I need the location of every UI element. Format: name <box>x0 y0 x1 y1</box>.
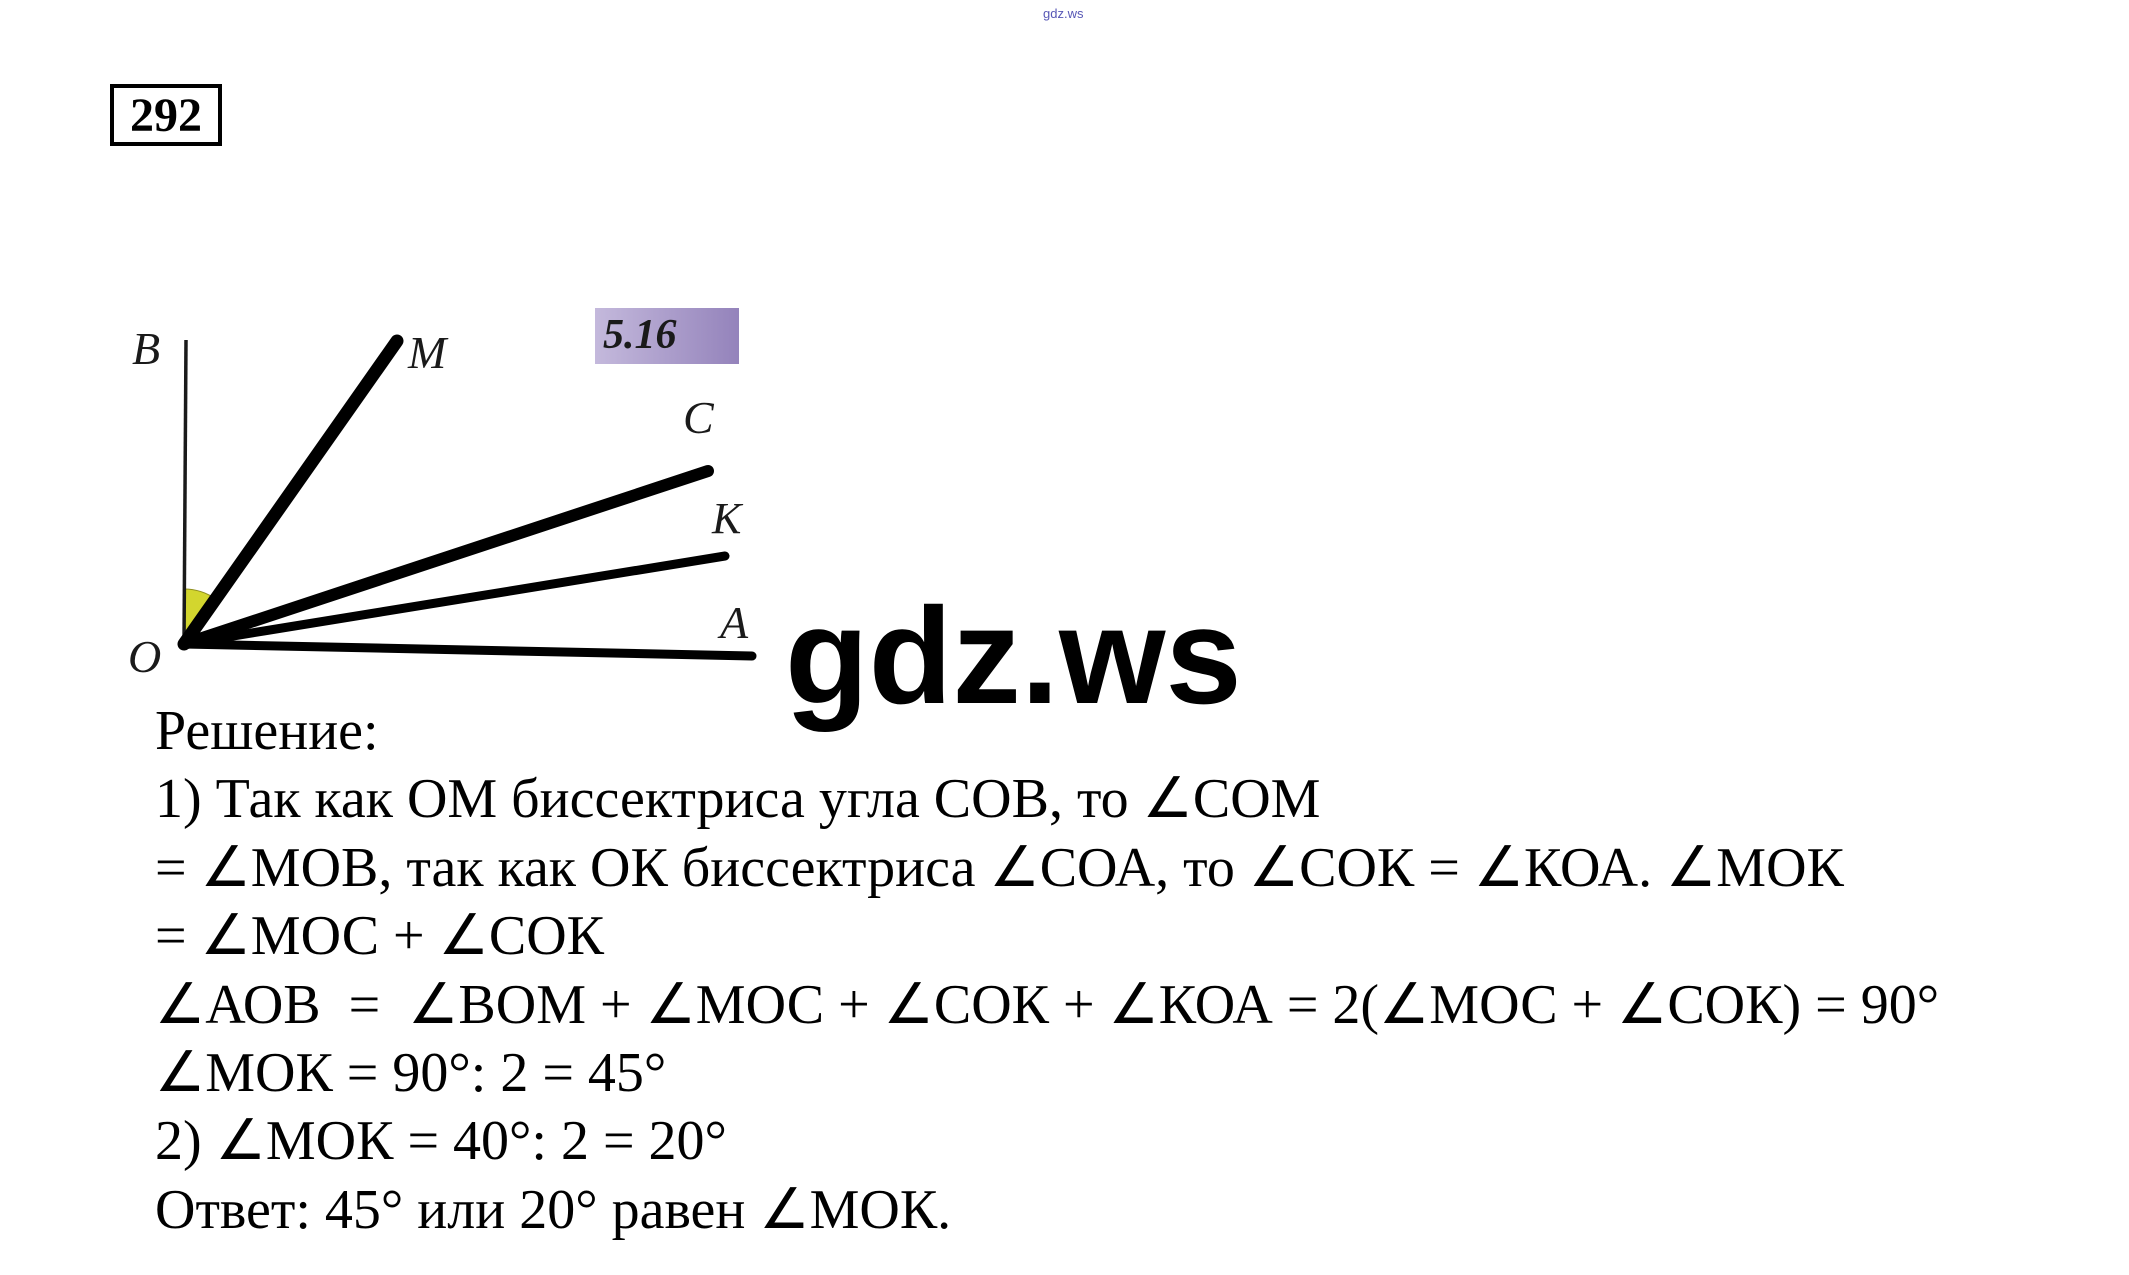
svg-text:A: A <box>717 597 749 648</box>
svg-text:C: C <box>683 392 715 443</box>
svg-text:O: O <box>128 631 161 682</box>
svg-text:M: M <box>407 327 449 378</box>
svg-text:K: K <box>711 494 744 543</box>
svg-text:B: B <box>132 323 160 374</box>
